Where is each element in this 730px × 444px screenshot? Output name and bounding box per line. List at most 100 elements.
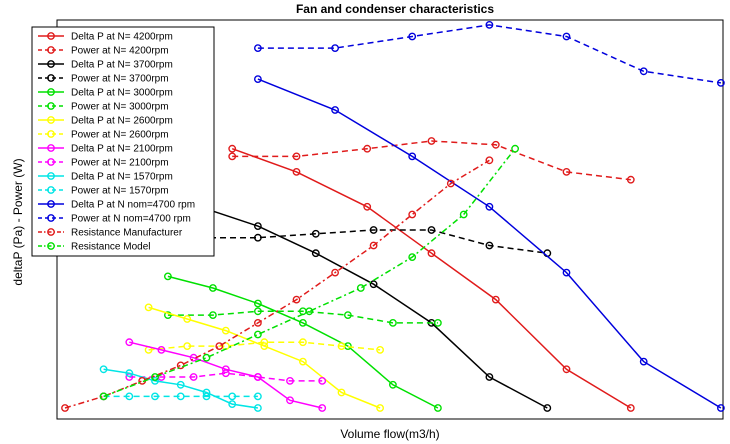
data-point (253, 373, 262, 381)
y-axis-label: deltaP (Pa) - Power (W) (11, 158, 25, 285)
series-14 (253, 20, 725, 87)
legend-marker (47, 144, 55, 152)
chart-title: Fan and condenser characteristics (296, 2, 494, 16)
data-point (253, 404, 262, 412)
data-point (388, 318, 397, 327)
data-point (253, 222, 262, 231)
legend-item: Power at N= 2600rpm (38, 130, 169, 141)
data-point (511, 144, 519, 153)
data-point (408, 152, 417, 161)
legend-marker (47, 158, 55, 166)
data-point (562, 32, 571, 41)
legend-marker (47, 46, 55, 54)
data-point (228, 144, 237, 153)
data-point (286, 376, 294, 385)
series-line (103, 368, 259, 409)
data-point (318, 376, 327, 385)
data-point (717, 404, 725, 412)
data-point (433, 318, 442, 327)
data-point (157, 345, 166, 354)
data-point (151, 373, 159, 381)
series-line (257, 24, 722, 84)
data-point (337, 388, 346, 397)
data-point (318, 404, 327, 412)
data-point (183, 315, 192, 323)
legend-label: Delta P at N= 3700rpm (71, 60, 173, 71)
data-point (163, 272, 172, 281)
data-point (99, 365, 108, 374)
data-point (176, 380, 185, 389)
data-point (491, 140, 500, 149)
legend-marker (47, 200, 55, 208)
series-line (200, 229, 548, 254)
data-point (298, 338, 307, 347)
data-point (343, 311, 352, 319)
legend-label: Power at N= 4200rpm (71, 46, 169, 57)
data-point (260, 342, 269, 350)
legend-item: Resistance Manufacturer (38, 228, 183, 239)
legend-label: Power at N nom=4700 rpm (71, 214, 191, 225)
legend-marker (47, 102, 55, 110)
data-point (253, 392, 262, 401)
legend-item: Power at N= 2100rpm (38, 158, 169, 169)
data-point (208, 284, 217, 292)
data-point (228, 392, 237, 401)
data-point (311, 249, 320, 258)
data-point (331, 44, 339, 52)
series-layer (61, 20, 725, 412)
data-point (485, 202, 494, 211)
legend-label: Power at N= 3700rpm (71, 74, 169, 85)
data-point (305, 307, 314, 316)
series-5 (163, 272, 442, 412)
legend-label: Power at N= 2100rpm (71, 158, 169, 169)
series-line (129, 341, 323, 409)
legend-label: Delta P at N= 4200rpm (71, 32, 173, 43)
data-point (337, 342, 346, 350)
data-point (202, 353, 211, 362)
data-point (286, 396, 294, 405)
data-point (356, 284, 365, 292)
data-point (543, 404, 552, 412)
data-point (717, 79, 725, 87)
data-point (260, 338, 269, 347)
series-16 (99, 144, 519, 401)
data-point (221, 369, 230, 378)
data-point (626, 404, 635, 412)
data-point (331, 268, 339, 277)
series-7 (144, 303, 384, 412)
legend-marker (47, 88, 55, 96)
legend-item: Delta P at N= 3700rpm (38, 60, 173, 71)
data-point (253, 233, 262, 242)
data-point (151, 376, 159, 385)
data-point (408, 210, 417, 219)
legend-label: Delta P at N= 1570rpm (71, 172, 173, 183)
legend-item: Delta P at N= 2600rpm (38, 116, 173, 127)
series-line (148, 306, 381, 409)
legend-label: Delta P at N nom=4700 rpm (71, 200, 195, 211)
legend-label: Resistance Model (71, 242, 150, 253)
data-point (208, 311, 217, 319)
data-point (253, 307, 262, 316)
data-point (298, 318, 307, 327)
data-point (163, 311, 172, 319)
legend-label: Delta P at N= 3000rpm (71, 88, 173, 99)
series-line (129, 372, 323, 382)
series-line (257, 78, 722, 409)
data-point (311, 229, 320, 238)
data-point (376, 345, 384, 354)
data-point (639, 67, 648, 76)
legend-marker (47, 32, 55, 40)
series-11 (99, 365, 262, 412)
data-point (427, 249, 436, 258)
series-line (232, 140, 631, 181)
legend-item: Power at N= 3000rpm (38, 102, 169, 113)
legend-item: Power at N nom=4700 rpm (38, 214, 191, 225)
series-line (148, 341, 381, 351)
data-point (562, 365, 571, 374)
data-point (292, 167, 301, 176)
data-point (221, 326, 230, 335)
series-line (167, 310, 438, 324)
series-1 (228, 144, 635, 412)
data-point (298, 357, 307, 366)
